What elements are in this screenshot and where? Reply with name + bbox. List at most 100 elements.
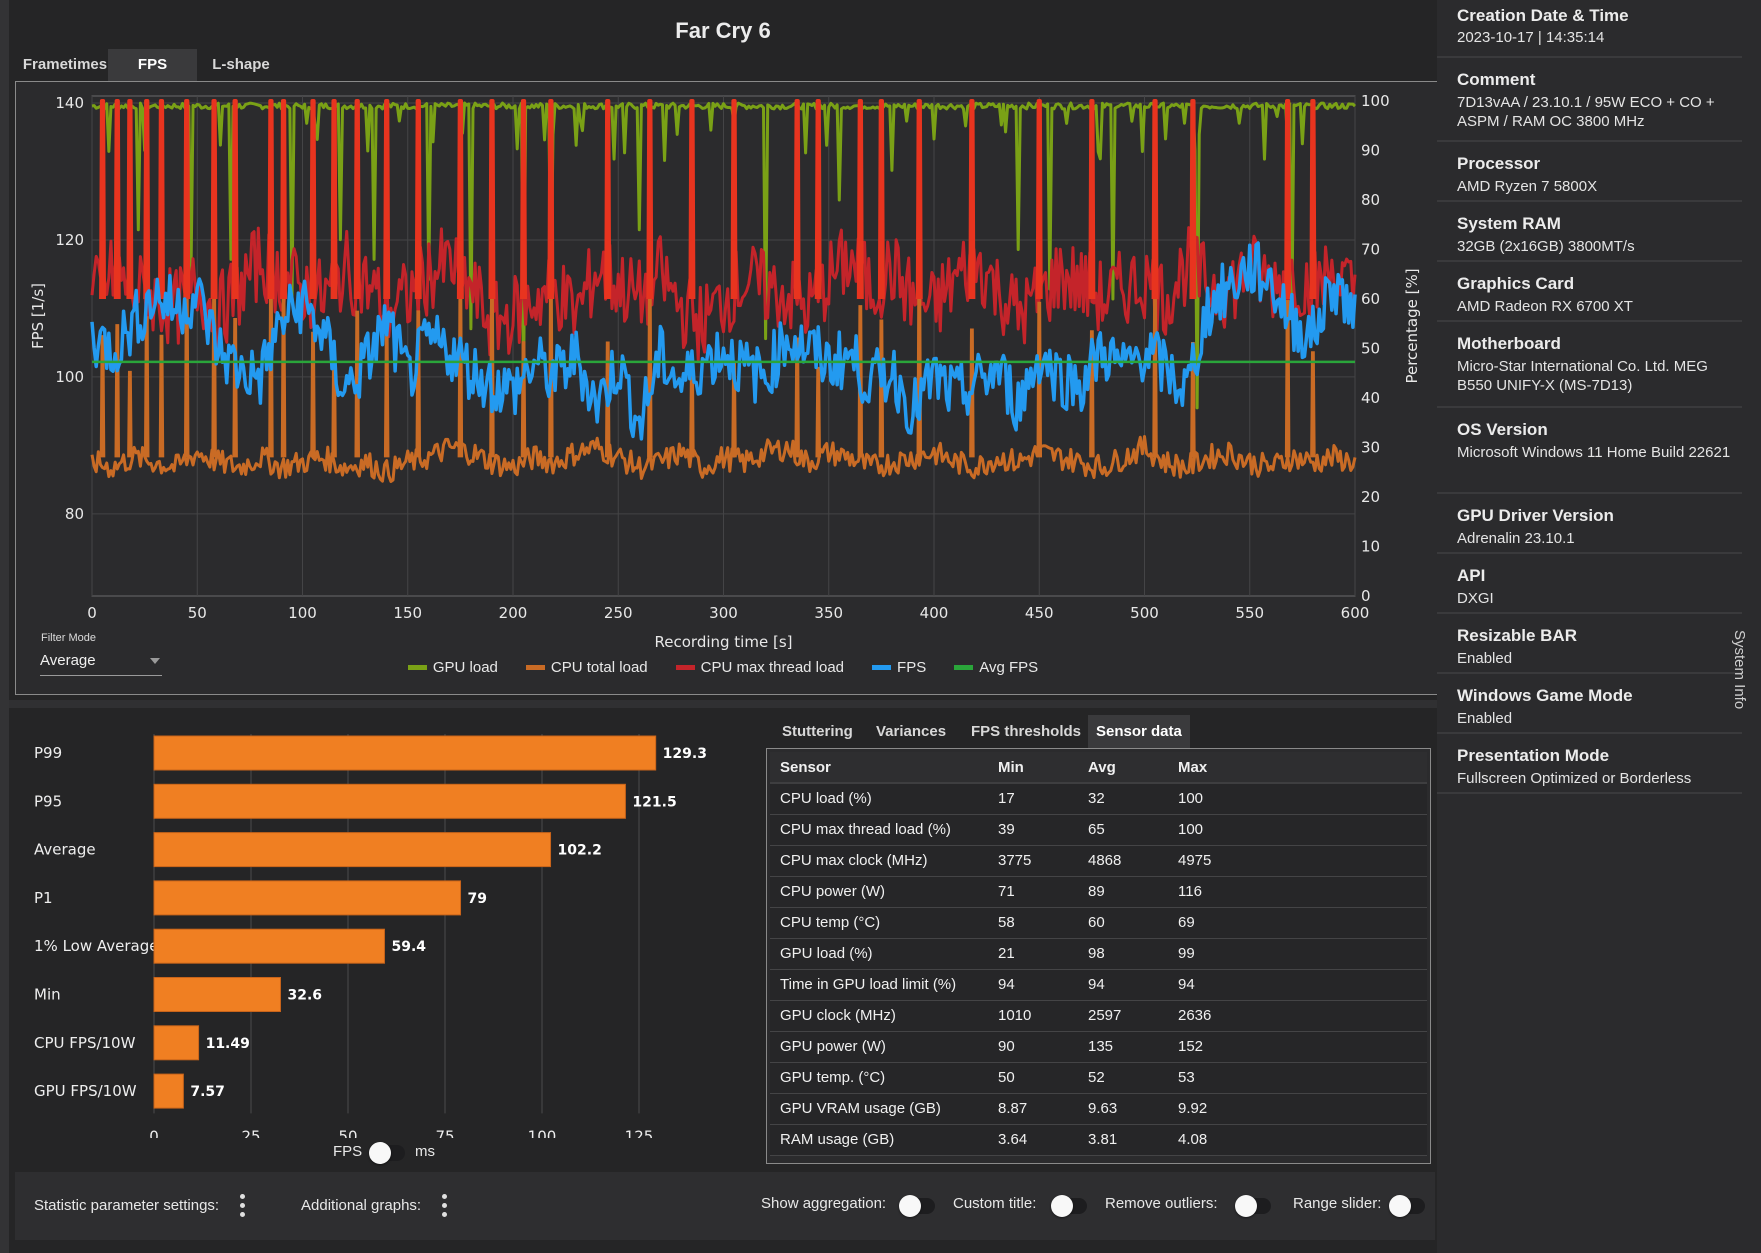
y-right-axis-label: Percentage [%] [1403,268,1421,383]
avg-cell: 9.63 [1080,1093,1170,1125]
tab-stuttering[interactable]: Stuttering [782,723,853,740]
tab-fps[interactable]: FPS [108,49,197,81]
system-info-item-api: API DXGI [1437,558,1742,614]
tab-sensor-data[interactable]: Sensor data [1088,715,1190,748]
column-header-sensor[interactable]: Sensor [770,752,990,784]
legend-item-gpu-load[interactable]: GPU load [407,659,498,676]
additional-graphs-menu-icon[interactable] [439,1194,449,1218]
cpu-total-load-spike [114,324,121,458]
column-header-max[interactable]: Max [1170,752,1260,784]
y-right-tick-label: 40 [1361,389,1380,407]
range-slider-toggle[interactable] [1389,1195,1425,1217]
legend-item-cpu-total-load[interactable]: CPU total load [525,659,648,676]
legend-item-fps[interactable]: FPS [872,659,926,676]
cpu-max-thread-spike [646,99,654,300]
table-row[interactable]: CPU max thread load (%) 39 65 100 [770,814,1427,846]
legend-label: CPU max thread load [700,659,845,676]
cpu-max-thread-spike [183,99,191,300]
tab-frametimes[interactable]: Frametimes [22,56,108,73]
table-row[interactable]: CPU temp (°C) 58 60 69 [770,907,1427,939]
bar-min [153,977,281,1012]
system-info-item-graphics-card: Graphics Card AMD Radeon RX 6700 XT [1437,266,1742,322]
bar-value-label: 11.49 [206,1036,250,1052]
x-tick-label: 250 [604,604,633,622]
custom-title-toggle[interactable] [1051,1195,1087,1217]
avg-cell: 4868 [1080,845,1170,877]
bar-category-label: CPU FPS/10W [34,1034,136,1052]
remove-outliers-toggle[interactable] [1235,1195,1271,1217]
system-info-key: GPU Driver Version [1457,506,1614,525]
table-header-row: Sensor Min Avg Max [770,752,1427,784]
legend-label: FPS [897,659,927,676]
max-cell: 100 [1170,783,1260,815]
column-header-avg[interactable]: Avg [1080,752,1170,784]
legend-item-cpu-max-thread-load[interactable]: CPU max thread load [675,659,845,676]
cpu-max-thread-spike [309,99,317,300]
table-row[interactable]: GPU clock (MHz) 1010 2597 2636 [770,1000,1427,1032]
cpu-max-thread-spike [113,99,121,300]
statistic-settings-menu-icon[interactable] [237,1194,247,1218]
spacer-cell [1260,907,1427,939]
bar-category-label: GPU FPS/10W [34,1082,137,1100]
bar-category-label: P95 [34,792,62,810]
filter-mode-select[interactable]: Average [40,648,162,676]
system-info-vertical-tab[interactable]: System Info [1731,630,1748,710]
system-info-key: OS Version [1457,420,1548,439]
fps-ms-toggle[interactable] [369,1142,405,1164]
y-axis-label: FPS [1/s] [29,283,47,349]
series-gpu-load [91,101,1357,410]
unit-ms-label: ms [415,1143,435,1160]
table-row[interactable]: GPU VRAM usage (GB) 8.87 9.63 9.92 [770,1093,1427,1125]
cpu-max-thread-spike [231,99,239,300]
y-tick-label: 100 [55,368,84,386]
bar-category-label: Average [34,841,96,859]
y-right-tick-label: 100 [1361,92,1390,110]
legend-label: CPU total load [550,659,648,676]
cpu-max-thread-spike [267,99,275,300]
cpu-max-thread-spike [520,99,527,300]
series-fps [90,241,1357,441]
avg-cell: 52 [1080,1062,1170,1094]
cpu-max-thread-spike [1088,99,1096,300]
additional-graphs-label: Additional graphs: [301,1197,422,1214]
cpu-total-load-spike [1284,300,1291,458]
cpu-total-load-spike [878,319,885,458]
tab-variances[interactable]: Variances [876,723,947,740]
min-cell: 58 [990,907,1080,939]
y-right-tick-label: 70 [1361,241,1380,259]
table-row[interactable]: GPU temp. (°C) 50 52 53 [770,1062,1427,1094]
table-row[interactable]: Time in GPU load limit (%) 94 94 94 [770,969,1427,1001]
table-row[interactable]: GPU load (%) 21 98 99 [770,938,1427,970]
table-row[interactable]: GPU power (W) 90 135 152 [770,1031,1427,1063]
legend-label: GPU load [432,659,498,676]
sensor-name-cell: CPU load (%) [770,783,990,815]
series-cpu-total-load [90,434,1357,484]
table-row[interactable]: CPU power (W) 71 89 116 [770,876,1427,908]
legend-item-avg-fps[interactable]: Avg FPS [954,659,1038,676]
table-row[interactable]: CPU max clock (MHz) 3775 4868 4975 [770,845,1427,877]
avg-cell: 2597 [1080,1000,1170,1032]
show-aggregation-toggle[interactable] [899,1195,935,1217]
tab-fps-thresholds[interactable]: FPS thresholds [971,723,1082,740]
y-right-tick-label: 0 [1361,587,1371,605]
table-row[interactable]: RAM usage (GB) 3.64 3.81 4.08 [770,1124,1427,1156]
bar-x-tick-label: 75 [435,1127,454,1138]
legend-swatch-icon [525,665,545,670]
y-right-tick-label: 10 [1361,538,1380,556]
cpu-max-thread-spike [730,99,738,300]
cpu-max-thread-spike [1151,99,1159,300]
tab-l-shape[interactable]: L-shape [212,56,270,73]
cpu-max-thread-spike [1035,99,1043,300]
spacer-cell [1260,1062,1427,1094]
bar-gpu-fps-10w [153,1073,184,1109]
column-header-min[interactable]: Min [990,752,1080,784]
y-right-tick-label: 80 [1361,191,1380,209]
system-info-key: Comment [1457,70,1536,89]
cpu-total-load-spike [383,334,390,458]
avg-cell: 94 [1080,969,1170,1001]
table-row[interactable]: CPU load (%) 17 32 100 [770,783,1427,815]
max-cell: 4.08 [1170,1124,1260,1156]
x-tick-label: 100 [288,604,317,622]
range-slider-label: Range slider: [1293,1195,1382,1212]
max-cell: 2636 [1170,1000,1260,1032]
